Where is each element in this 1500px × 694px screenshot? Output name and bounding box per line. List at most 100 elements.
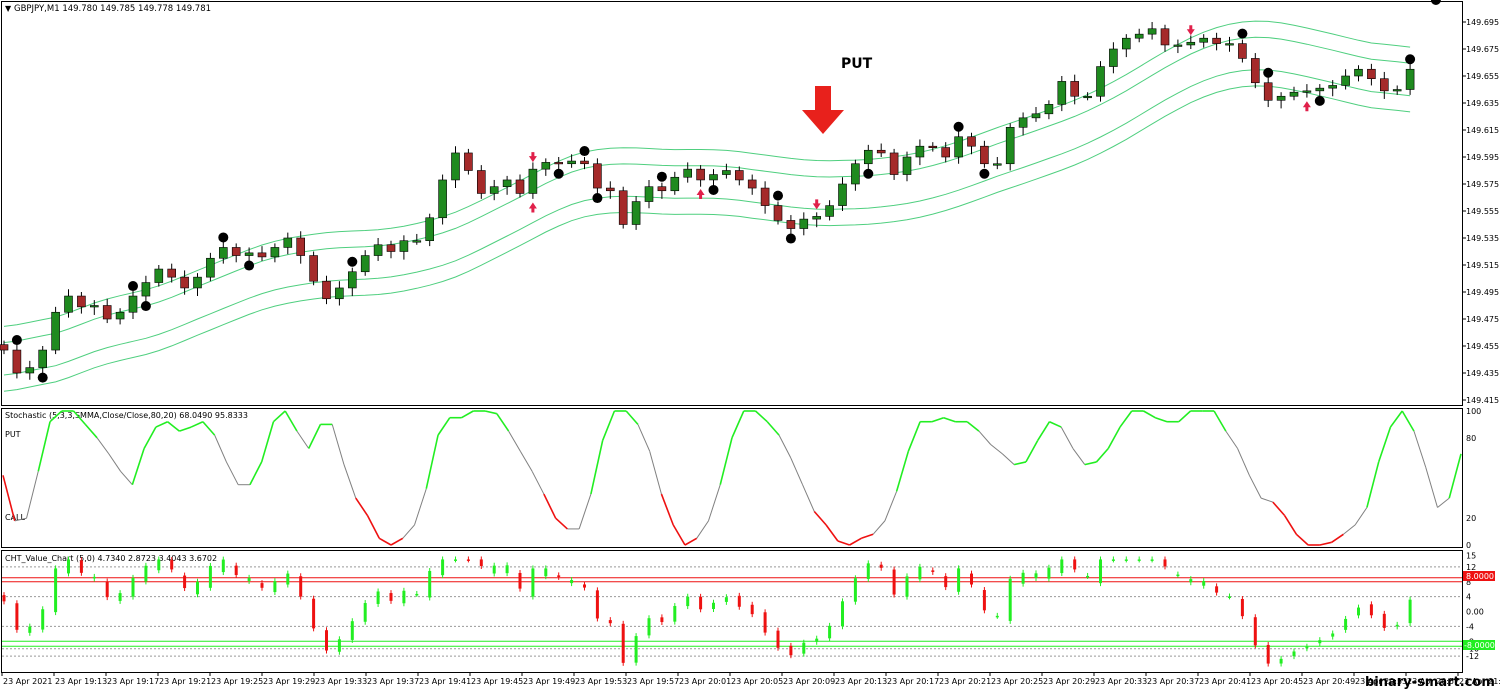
candle-body [1392,89,1402,92]
main-panel-frame [1,1,1463,406]
cht-bar [957,568,961,592]
cht-bar [789,645,793,656]
stochastic-title: Stochastic (5,3,3,SMMA,Close/Close,80,20… [5,411,248,420]
candle-body [502,179,512,187]
stochastic-segment [2,475,16,522]
price-label: 149.655 [1466,72,1499,81]
stochastic-segment [1389,410,1403,428]
stochastic-segment [1248,475,1262,499]
time-label: 23 Apr 2021 [3,677,52,686]
stochastic-segment [249,461,263,486]
stochastic-segment [272,410,286,423]
cht-bar [131,577,135,597]
stochastic-segment [1331,533,1344,543]
stochastic-segment [1237,448,1250,476]
stochastic-segment [555,517,568,530]
stochastic-segment [1448,453,1462,499]
time-label: 23 Apr 20:37 [1147,677,1199,686]
upper-level-badge [1463,571,1495,581]
candle-body [825,205,834,217]
candle-body [193,276,202,289]
cht-bar [118,593,122,601]
candle-body [941,147,951,158]
cht-bar [1369,604,1373,616]
cht-bar [931,570,935,572]
stochastic-segment [1319,541,1332,546]
stochastic-segment [754,410,768,423]
stochastic-segment [1366,461,1380,508]
stochastic-axis-label: 80 [1466,434,1476,443]
price-label: 149.575 [1466,180,1499,189]
time-label: 23 Apr 20:09 [783,677,835,686]
stochastic-segment [884,491,898,522]
stochastic-segment [1413,430,1427,468]
candle-body [1238,43,1247,59]
cht-bar [196,581,199,595]
buy-arrow-icon [696,188,705,199]
candle-body [1070,81,1079,97]
candle-body [25,367,35,374]
cht-bar [866,563,870,579]
cht-bar [441,559,445,576]
candle-body [309,255,318,282]
price-label: 149.495 [1466,288,1499,297]
price-label: 149.675 [1466,45,1499,54]
signal-dot [863,168,874,179]
price-label: 149.615 [1466,126,1499,135]
cht-panel-frame [1,550,1463,673]
candle-body [1251,58,1260,84]
cht-bar [1253,617,1257,646]
signal-dot [953,121,964,132]
signal-dot [579,146,590,157]
stochastic-segment [390,537,404,546]
stochastic-segment [1072,448,1086,465]
signal-dot [1430,0,1441,5]
cht-bar [363,603,367,622]
stochastic-segment [461,410,474,419]
signal-dot [773,190,783,201]
candle-body [799,218,809,229]
cht-bar [1034,573,1038,579]
cht-bar [918,566,922,580]
candle-body [1212,37,1221,44]
stochastic-segment [508,430,521,452]
cht-bar [1357,607,1360,616]
stochastic-segment [978,430,992,445]
menu-dropdown-icon[interactable]: ▼ [5,4,12,13]
stochastic-axis-label: 20 [1466,514,1476,523]
time-label: 23 Apr 20:57 [1407,677,1459,686]
stochastic-axis: 100 80 20 0 [1466,407,1481,550]
candle-body [180,276,189,289]
candle-body [812,216,822,220]
cht-bar [1176,574,1180,577]
candle-body [257,252,267,258]
candle-body [709,174,718,181]
candlesticks [0,22,1415,380]
cht-axis-label: -12 [1466,652,1479,661]
candle-body [1109,48,1118,67]
cht-bar [286,573,290,585]
candle-body [1031,113,1041,119]
cht-bar [1331,633,1335,637]
cht-bar [853,578,857,602]
cht-bar [2,595,6,602]
stochastic-segment [1295,533,1309,546]
candle-body [115,311,125,320]
candle-body [631,201,641,225]
candle-body [1186,41,1196,46]
stochastic-segment [637,424,651,452]
candle-body [1289,91,1299,97]
cht-bar [1099,559,1102,584]
candle-body [219,247,228,259]
watermark: binary-smart.com [1365,675,1495,690]
candle-body [992,163,1002,166]
cht-bar [1305,646,1309,649]
candle-body [1276,95,1286,101]
price-label: 149.435 [1466,369,1499,378]
candle-body [1367,68,1376,79]
cht-bar [273,581,277,593]
stochastic-segment [37,421,51,472]
price-label: 149.595 [1466,153,1499,162]
cht-bar [1395,624,1399,627]
